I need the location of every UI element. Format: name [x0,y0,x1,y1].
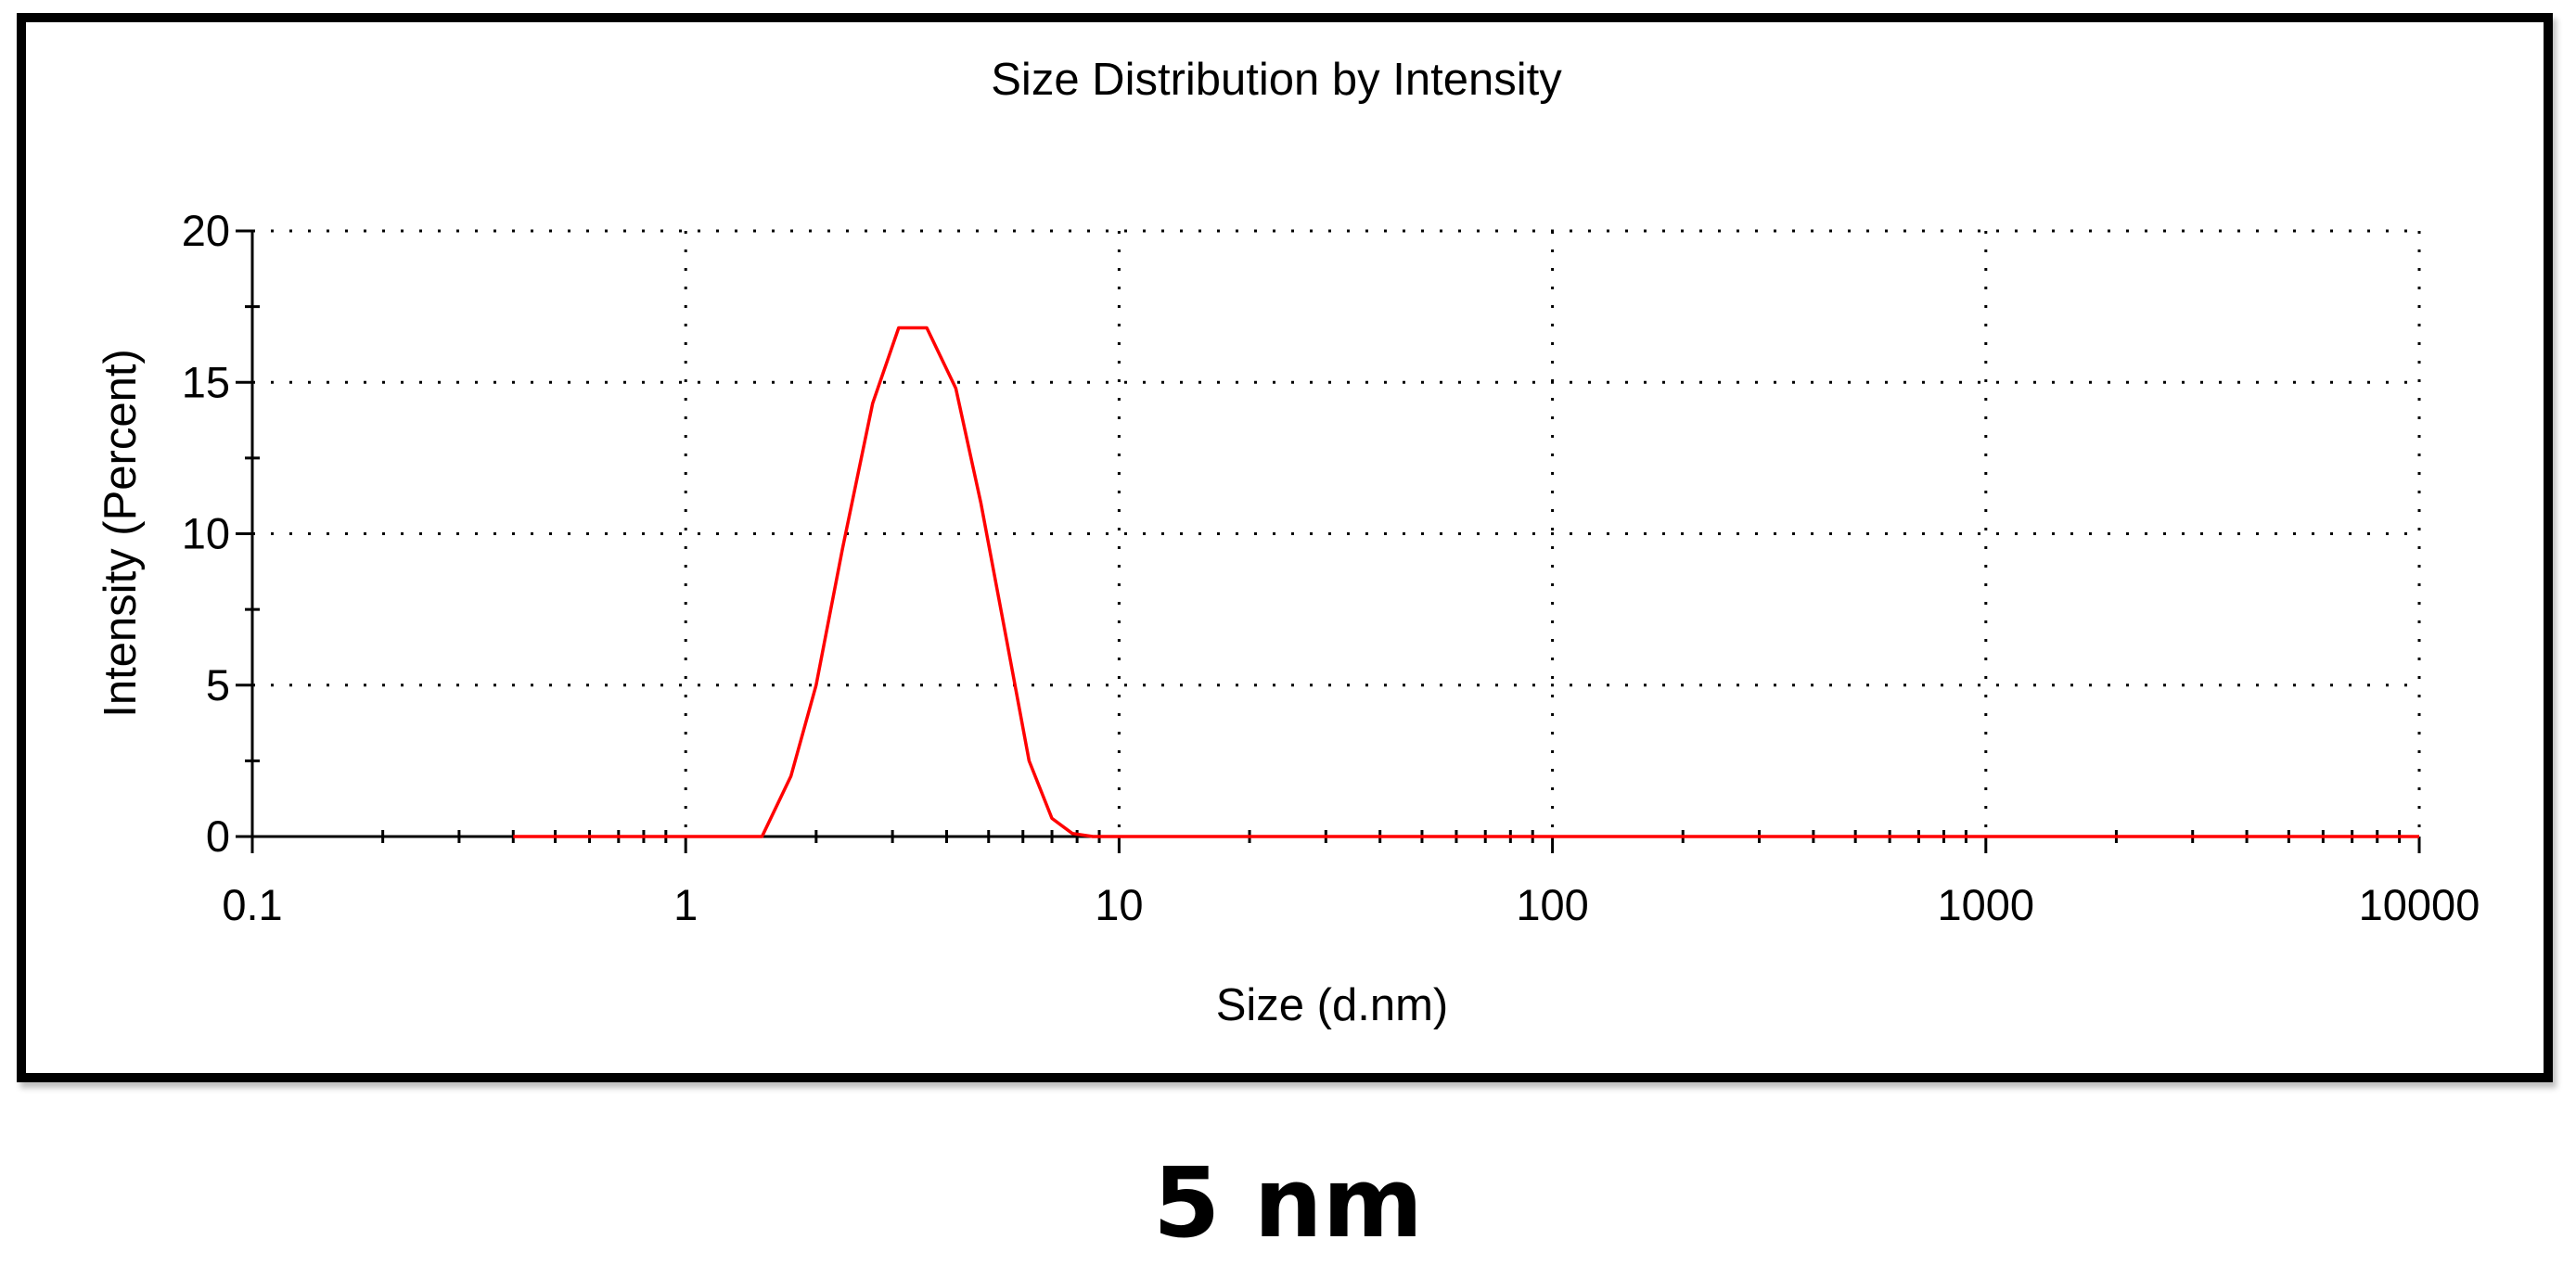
y-tick-label: 20 [182,206,230,255]
tick-labels: 0 5 10 15 20 0.1 1 10 100 1000 10000 [182,206,2480,929]
x-tick-label: 10000 [2359,880,2480,929]
y-axis-title: Intensity (Percent) [96,349,146,718]
y-tick-label: 5 [206,660,230,709]
x-tick-label: 0.1 [222,880,282,929]
axes [236,229,2421,853]
y-tick-label: 10 [182,509,230,558]
y-tick-label: 15 [182,357,230,406]
y-tick-label: 0 [206,811,230,861]
grid-lines [252,229,2421,837]
series-lines [513,326,2419,838]
chart-frame [17,13,2553,1082]
x-tick-label: 1 [673,880,698,929]
x-tick-label: 100 [1516,880,1588,929]
intensity-series-line [513,326,2419,838]
x-axis-title: Size (d.nm) [1216,980,1449,1030]
caption: 5 nm [1153,1146,1423,1259]
chart-title: Size Distribution by Intensity [991,55,1562,105]
x-tick-label: 1000 [1938,880,2035,929]
x-tick-label: 10 [1095,880,1143,929]
